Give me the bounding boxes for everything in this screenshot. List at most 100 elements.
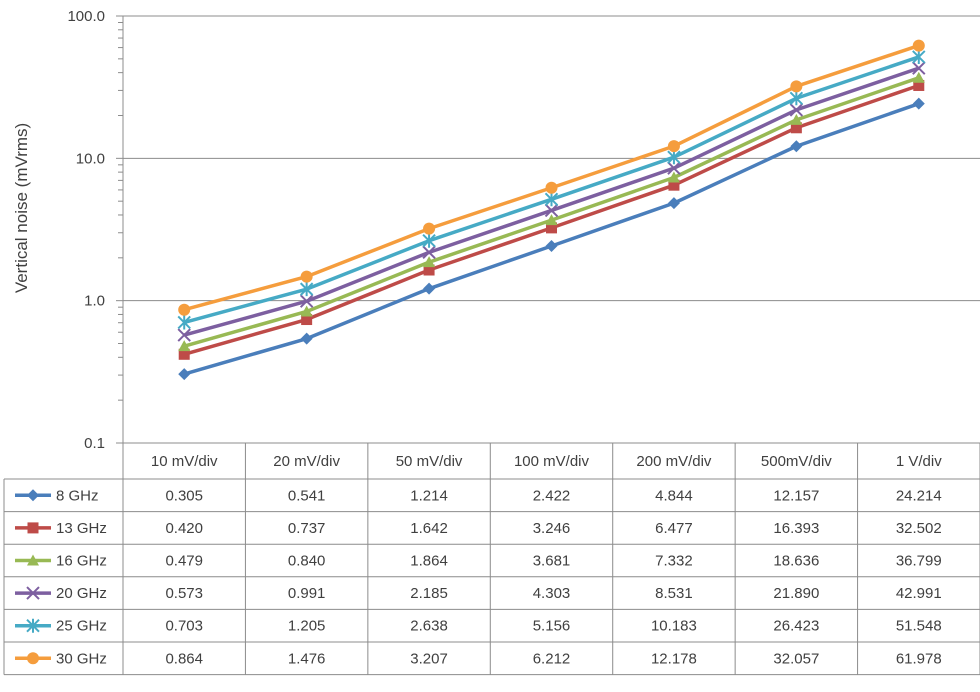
legend-label: 16 GHz (56, 553, 107, 570)
table-cell: 1.642 (410, 520, 448, 537)
data-point (790, 122, 802, 134)
series-16-ghz (178, 71, 925, 352)
y-tick-label: 10.0 (76, 150, 105, 167)
legend-key-marker (26, 586, 40, 600)
table-cell: 7.332 (655, 553, 693, 570)
table-cell: 0.864 (165, 650, 203, 667)
data-point (178, 368, 191, 381)
legend-key-marker (27, 652, 39, 665)
y-tick-labels: 100.0 10.0 1.0 0.1 (67, 8, 105, 452)
table-cell: 1.864 (410, 553, 448, 570)
legend-label: 25 GHz (56, 618, 107, 635)
table-cell: 4.844 (655, 487, 693, 504)
data-point (790, 80, 803, 93)
table-header-cell: 20 mV/div (273, 453, 340, 470)
legend-label: 13 GHz (56, 520, 107, 537)
data-point (177, 315, 191, 330)
series-line (183, 102, 920, 376)
series-30-ghz (178, 39, 925, 316)
legend-key-marker (27, 554, 39, 566)
table-header-cell: 1 V/div (896, 453, 942, 470)
table-cell: 2.422 (533, 487, 571, 504)
table-row: 16 GHz 0.479 0.840 1.864 3.681 7.332 18.636 36.… (15, 553, 942, 570)
legend-key-marker (27, 522, 39, 534)
table-row: 20 GHz 0.573 0.991 2.185 4.303 8.531 21.890 42.… (15, 585, 942, 602)
data-point (300, 305, 313, 317)
data-point (545, 239, 558, 252)
data-point (422, 233, 436, 248)
data-point (422, 245, 436, 260)
table-cell: 0.479 (165, 553, 203, 570)
table-cell: 21.890 (773, 585, 819, 602)
data-point (301, 314, 313, 326)
legend-key-marker (26, 618, 40, 633)
table-cell: 2.638 (410, 618, 448, 635)
data-point (300, 270, 313, 283)
table-cell: 26.423 (773, 618, 819, 635)
data-point (177, 328, 191, 342)
table-row: 25 GHz 0.703 1.205 2.638 5.156 10.183 26.423 51… (15, 618, 942, 635)
data-point (299, 294, 314, 308)
series-20-ghz (177, 61, 926, 342)
data-point (544, 203, 559, 218)
series-13-ghz (178, 79, 925, 360)
data-point (544, 192, 559, 207)
data-point (423, 222, 436, 235)
table-cell: 12.178 (651, 650, 697, 667)
legend-label: 30 GHz (56, 650, 107, 667)
table-row: 13 GHz 0.420 0.737 1.642 3.246 6.477 16.393 32.… (15, 520, 942, 537)
table-cell: 12.157 (773, 487, 819, 504)
table-cell: 3.246 (533, 520, 571, 537)
data-point (667, 171, 680, 183)
data-point (300, 332, 313, 345)
data-table: 10 mV/div 20 mV/div 50 mV/div 100 mV/div 200… (3, 442, 980, 676)
data-point (912, 39, 925, 52)
y-tick-label: 1.0 (84, 293, 105, 310)
data-point (423, 282, 436, 295)
table-cell: 18.636 (773, 553, 819, 570)
data-point (178, 340, 191, 352)
data-point (912, 49, 926, 64)
data-point (912, 61, 926, 75)
y-axis-label: Vertical noise (mVrms) (12, 123, 31, 293)
table-cell: 51.548 (896, 618, 942, 635)
legend-key-marker (27, 489, 39, 502)
table-cell: 6.212 (533, 650, 571, 667)
data-point (912, 97, 925, 110)
table-header-cell: 100 mV/div (514, 453, 590, 470)
table-cell: 0.991 (288, 585, 326, 602)
data-point (178, 348, 190, 360)
data-point (789, 103, 804, 117)
data-point (789, 91, 804, 106)
table-cell: 2.185 (410, 585, 448, 602)
table-cell: 24.214 (896, 487, 942, 504)
table-cell: 16.393 (773, 520, 819, 537)
legend-label: 20 GHz (56, 585, 107, 602)
table-cell: 5.156 (533, 618, 571, 635)
series-lines (177, 39, 926, 381)
series-25-ghz (177, 49, 926, 330)
data-point (423, 256, 436, 268)
table-cell: 0.737 (288, 520, 326, 537)
table-cell: 6.477 (655, 520, 693, 537)
table-cell: 1.205 (288, 618, 326, 635)
data-point (178, 303, 191, 316)
data-point (790, 140, 803, 153)
table-cell: 3.207 (410, 650, 448, 667)
data-point (790, 113, 803, 125)
series-line (183, 43, 920, 312)
table-cell: 3.681 (533, 553, 571, 570)
data-point (423, 264, 435, 276)
data-point (545, 181, 558, 194)
data-point (667, 150, 681, 165)
data-point (912, 71, 925, 83)
data-point (667, 161, 681, 175)
table-cell: 0.541 (288, 487, 326, 504)
table-header-cell: 500mV/div (761, 453, 832, 470)
table-cell: 8.531 (655, 585, 693, 602)
data-point (913, 79, 925, 91)
table-cell: 42.991 (896, 585, 942, 602)
data-point (545, 214, 558, 226)
table-cell: 32.057 (773, 650, 819, 667)
